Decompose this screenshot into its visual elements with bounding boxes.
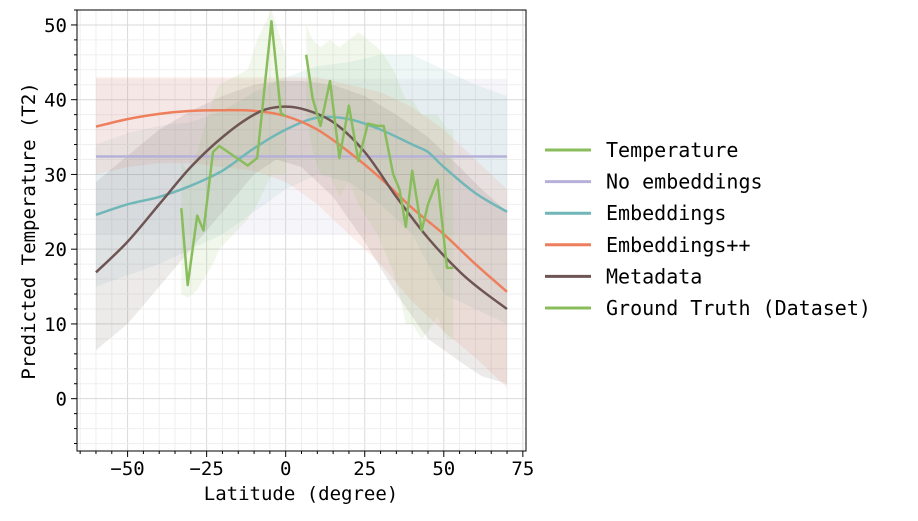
legend-label: Ground Truth (Dataset) [606, 296, 871, 320]
y-tick-label: 30 [44, 164, 67, 186]
confidence-band [96, 77, 507, 388]
legend-label: Embeddings++ [606, 233, 751, 257]
series-line-embeddings [95, 108, 508, 293]
legend-label: Metadata [606, 264, 702, 288]
x-axis-label: Latitude (degree) [204, 483, 398, 505]
grid [77, 9, 526, 451]
x-tick-label: 0 [280, 458, 291, 480]
x-tick-label: 75 [511, 458, 534, 480]
y-tick-label: 20 [44, 239, 67, 261]
legend-label: No embeddings [606, 170, 763, 194]
series-line-ground-truth-dataset [304, 54, 454, 270]
x-axis-ticks: −50 −25 0 25 50 75 [79, 451, 534, 480]
legend-label: Temperature [606, 138, 738, 162]
confidence-band [306, 24, 454, 339]
y-tick-label: 40 [44, 90, 67, 112]
series-line-metadata [95, 105, 508, 311]
x-tick-label: −25 [189, 458, 223, 480]
y-tick-label: 50 [44, 15, 67, 37]
y-axis-ticks: 0 10 20 30 40 50 [44, 9, 77, 445]
series-lines [95, 19, 508, 311]
confidence-band [181, 10, 286, 298]
confidence-band [96, 54, 507, 324]
x-tick-label: 50 [432, 458, 455, 480]
legend: Temperature No embeddings Embeddings Embedd… [545, 138, 871, 320]
x-tick-label: 25 [353, 458, 376, 480]
legend-label: Embeddings [606, 201, 726, 225]
series-line-temperature [180, 19, 287, 287]
y-axis-label: Predicted Temperature (T2) [18, 82, 40, 379]
x-tick-label: −50 [110, 458, 144, 480]
y-tick-label: 0 [56, 389, 67, 411]
y-tick-label: 10 [44, 314, 67, 336]
